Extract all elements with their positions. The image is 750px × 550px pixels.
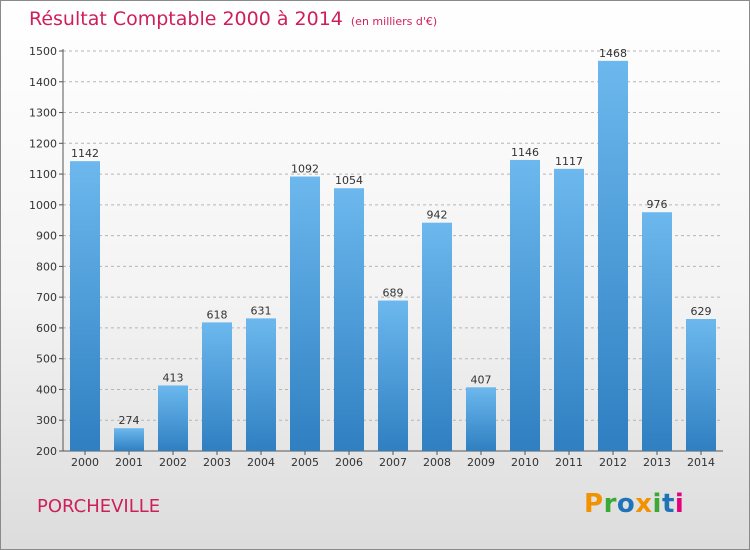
logo-letter: t — [662, 489, 675, 519]
bar-2006 — [334, 188, 364, 451]
logo-letter: i — [653, 489, 662, 519]
x-tick-label-2012: 2012 — [599, 456, 627, 469]
bar-2009 — [466, 387, 496, 451]
bar-2010 — [510, 160, 540, 451]
bar-2011 — [554, 169, 584, 451]
value-label-2002: 413 — [163, 371, 184, 384]
value-label-2003: 618 — [207, 308, 228, 321]
y-tick-label: 600 — [36, 322, 57, 335]
bar-2014 — [686, 319, 716, 451]
bar-2004 — [246, 318, 276, 451]
value-label-2012: 1468 — [599, 47, 627, 60]
y-tick-label: 1200 — [29, 137, 57, 150]
y-tick-label: 800 — [36, 260, 57, 273]
value-label-2005: 1092 — [291, 163, 319, 176]
y-tick-label: 700 — [36, 291, 57, 304]
chart-frame: Résultat Comptable 2000 à 2014 (en millie… — [0, 0, 750, 550]
logo-letter: o — [617, 489, 635, 519]
bar-chart: 200 300 400 500 600 700 800 900 1000 1100 1200 1300… — [1, 1, 750, 550]
logo-letter: x — [635, 489, 652, 519]
y-tick-label: 1100 — [29, 168, 57, 181]
bar-2005 — [290, 177, 320, 451]
x-tick-label-2002: 2002 — [159, 456, 187, 469]
value-label-2007: 689 — [383, 287, 404, 300]
value-label-2000: 1142 — [71, 147, 99, 160]
x-tick-label-2000: 2000 — [71, 456, 99, 469]
value-label-2008: 942 — [427, 209, 448, 222]
x-tick-label-2005: 2005 — [291, 456, 319, 469]
x-tick-label-2011: 2011 — [555, 456, 583, 469]
x-tick-label-2003: 2003 — [203, 456, 231, 469]
bars — [70, 61, 716, 451]
y-tick-label: 1500 — [29, 45, 57, 58]
x-tick-label-2007: 2007 — [379, 456, 407, 469]
bar-2002 — [158, 385, 188, 451]
x-tick-label-2004: 2004 — [247, 456, 275, 469]
y-tick-label: 1400 — [29, 76, 57, 89]
x-tick-label-2001: 2001 — [115, 456, 143, 469]
bar-2003 — [202, 322, 232, 451]
x-tick-label-2013: 2013 — [643, 456, 671, 469]
y-tick-label: 200 — [36, 445, 57, 458]
value-label-2004: 631 — [251, 304, 272, 317]
x-tick-label-2008: 2008 — [423, 456, 451, 469]
value-label-2011: 1117 — [555, 155, 583, 168]
value-label-2013: 976 — [647, 198, 668, 211]
bar-2007 — [378, 301, 408, 451]
value-label-2009: 407 — [471, 373, 492, 386]
x-tick-label-2009: 2009 — [467, 456, 495, 469]
y-tick-label: 300 — [36, 414, 57, 427]
logo-letter: i — [675, 489, 684, 519]
bar-2008 — [422, 223, 452, 451]
value-label-2006: 1054 — [335, 174, 363, 187]
value-label-2001: 274 — [119, 414, 140, 427]
logo-letter: P — [584, 489, 604, 519]
proxiti-logo: Proxiti — [584, 489, 684, 519]
bar-2013 — [642, 212, 672, 451]
y-tick-label: 1300 — [29, 107, 57, 120]
logo-letter: r — [604, 489, 617, 519]
place-name: PORCHEVILLE — [37, 496, 160, 517]
bar-2000 — [70, 161, 100, 451]
y-tick-label: 900 — [36, 230, 57, 243]
value-label-2010: 1146 — [511, 146, 539, 159]
bar-2012 — [598, 61, 628, 451]
y-tick-label: 1000 — [29, 199, 57, 212]
x-tick-label-2010: 2010 — [511, 456, 539, 469]
x-tick-label-2014: 2014 — [687, 456, 715, 469]
bar-2001 — [114, 428, 144, 451]
value-label-2014: 629 — [691, 305, 712, 318]
y-tick-label: 500 — [36, 353, 57, 366]
x-tick-label-2006: 2006 — [335, 456, 363, 469]
y-tick-label: 400 — [36, 383, 57, 396]
